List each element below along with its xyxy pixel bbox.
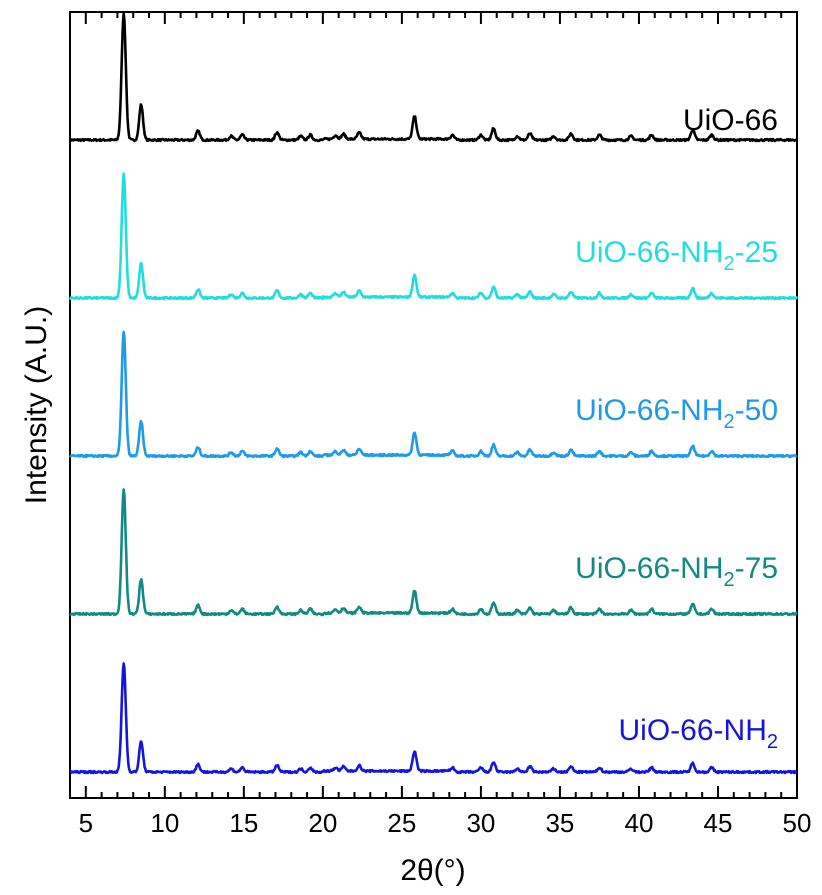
series-line-4 — [69, 488, 798, 617]
x-tick-label: 30 — [466, 808, 495, 838]
x-axis-title: 2θ(°) — [400, 854, 465, 887]
series-label-1: UiO-66 — [683, 104, 778, 137]
series-line-2 — [68, 172, 799, 301]
series-line-3 — [68, 330, 798, 459]
x-axis-ticks: 5 10 15 20 25 30 35 40 45 50 — [69, 12, 812, 838]
series-line-5 — [69, 662, 798, 775]
x-tick-label: 35 — [545, 808, 574, 838]
x-tick-label: 5 — [79, 808, 93, 838]
series-line-1 — [68, 12, 799, 143]
x-tick-label: 40 — [624, 808, 653, 838]
x-tick-label: 15 — [229, 808, 258, 838]
series-label-3: UiO-66-NH2-50 — [575, 394, 778, 433]
x-tick-label: 25 — [387, 808, 416, 838]
y-axis-title: Intensity (A.U.) — [20, 306, 53, 504]
series-label-2: UiO-66-NH2-25 — [575, 236, 778, 275]
x-tick-label: 10 — [150, 808, 179, 838]
series-label-5: UiO-66-NH2 — [619, 714, 778, 753]
series-labels: UiO-66 UiO-66-NH2-25 UiO-66-NH2-50 UiO-66-N… — [575, 104, 778, 753]
series-group — [68, 12, 799, 775]
series-label-4: UiO-66-NH2-75 — [575, 552, 778, 591]
x-tick-label: 45 — [704, 808, 733, 838]
x-tick-label: 50 — [783, 808, 812, 838]
x-tick-label: 20 — [308, 808, 337, 838]
